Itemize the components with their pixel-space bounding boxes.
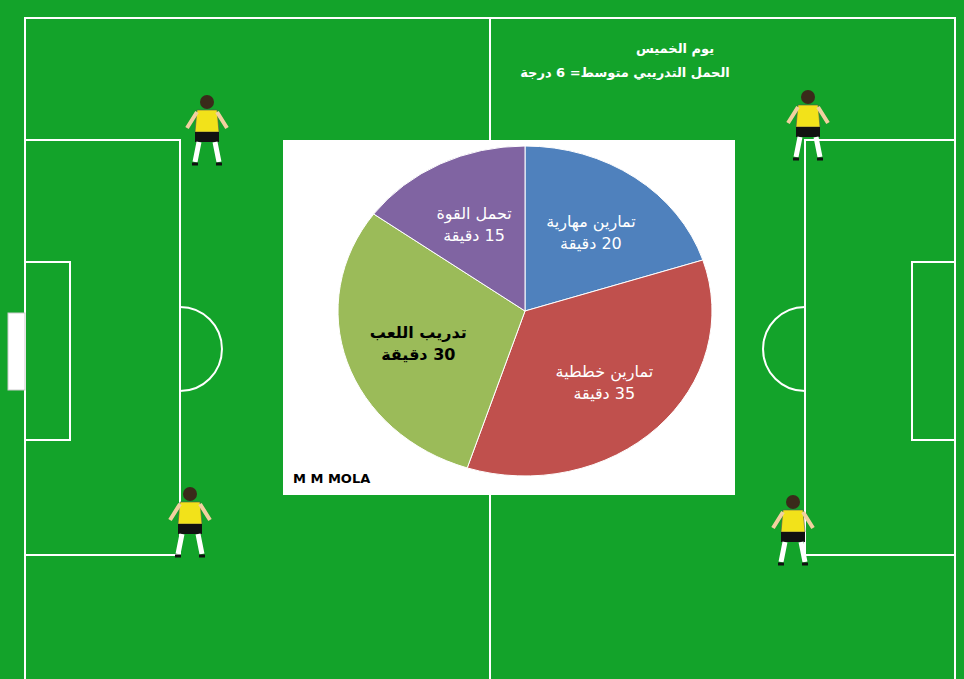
slice-labels: تمارين مهارية 20 دقيقة تمارين خططية 35 دقيق… [370, 204, 653, 403]
player-arms [170, 504, 210, 520]
player-shorts [178, 524, 202, 534]
player-legs [195, 142, 219, 162]
player [788, 90, 828, 159]
player-legs [796, 137, 820, 157]
player-shirt [195, 110, 219, 132]
player-shirt [796, 105, 820, 127]
slices [338, 146, 712, 476]
player-shorts [781, 532, 805, 542]
player-boots [192, 163, 222, 166]
slice-value-label: 20 دقيقة [560, 234, 622, 253]
canvas: يوم الخميس الحمل التدريبي متوسط= 6 درجة تم… [0, 0, 964, 679]
player-arms [788, 107, 828, 123]
player-shirt [781, 510, 805, 532]
goal-area [25, 262, 70, 440]
penalty-box [25, 140, 180, 555]
player [773, 495, 813, 564]
field [0, 0, 964, 679]
player-boots [778, 563, 808, 566]
slice-category: تدريب اللعب [370, 323, 467, 342]
player-head [183, 487, 197, 501]
player-shirt [178, 502, 202, 524]
player-head [200, 95, 214, 109]
player [187, 95, 227, 164]
player-shorts [195, 132, 219, 142]
penalty-arc [180, 307, 222, 391]
slice [374, 146, 525, 311]
chart-panel [283, 140, 735, 495]
title: يوم الخميس [636, 41, 714, 57]
slice-value-label: 35 دقيقة [573, 384, 635, 403]
slice-value-label: 30 دقيقة [381, 345, 455, 364]
player [170, 487, 210, 556]
penalty-arc [763, 307, 805, 391]
slice-category: تمارين خططية [556, 362, 654, 382]
player-boots [793, 158, 823, 161]
slice-value-label: 15 دقيقة [443, 226, 505, 245]
subtitle: الحمل التدريبي متوسط= 6 درجة [520, 65, 730, 80]
player-head [786, 495, 800, 509]
watermark: M M MOLA [293, 471, 370, 486]
player-head [801, 90, 815, 104]
player-legs [178, 534, 202, 554]
goal-area [912, 262, 955, 440]
player-arms [773, 512, 813, 528]
player-shorts [796, 127, 820, 137]
goal [8, 313, 25, 390]
touch-line [25, 18, 955, 679]
player-arms [187, 112, 227, 128]
penalty-box [805, 140, 955, 555]
slice-category: تمارين مهارية [546, 212, 636, 232]
player-boots [175, 555, 205, 558]
slice-category: تحمل القوة [436, 204, 511, 224]
player-legs [781, 542, 805, 562]
